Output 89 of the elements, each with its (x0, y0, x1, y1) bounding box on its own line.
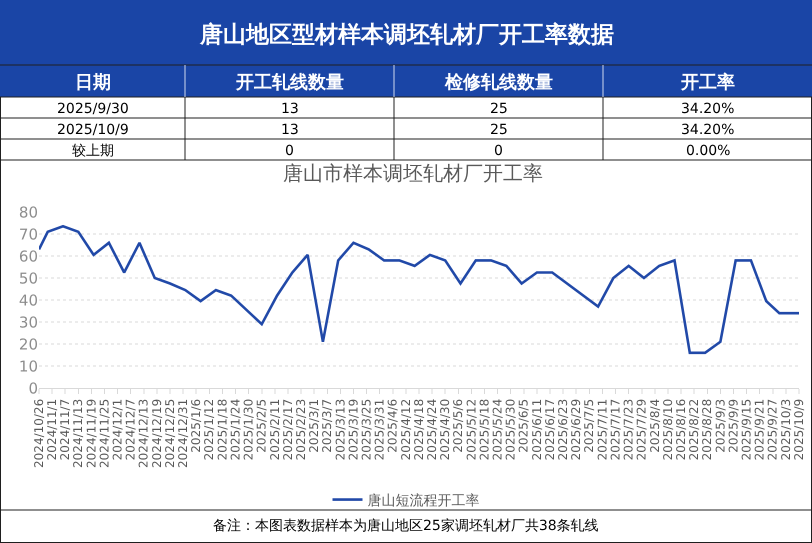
x-tick-label: 2025/4/30 (438, 398, 452, 460)
x-tick-label: 2025/6/23 (556, 398, 570, 460)
x-tick-label: 2025/8/22 (687, 398, 702, 460)
x-tick-label: 2025/2/17 (280, 398, 295, 460)
text: 34.20% (681, 101, 734, 117)
legend-label: 唐山短流程开工率 (368, 493, 480, 510)
y-tick-label: 40 (18, 291, 38, 310)
x-tick-label: 2024/11/1 (45, 398, 59, 460)
y-tick-label: 0 (28, 379, 38, 398)
x-tick-label: 2025/1/24 (228, 398, 242, 460)
x-tick-label: 2025/1/6 (189, 398, 204, 453)
y-tick-label: 10 (18, 357, 38, 376)
y-tick-label: 30 (18, 313, 38, 332)
text: 25 (490, 122, 508, 138)
x-tick-label: 2024/12/25 (162, 398, 177, 468)
x-tick-label: 2025/3/13 (333, 398, 348, 460)
x-tick-label: 2025/2/5 (254, 398, 269, 453)
x-tick-label: 2025/10/3 (778, 398, 793, 460)
x-tick-label: 2025/8/10 (660, 398, 675, 460)
chart-title: 唐山市样本调坯轧材厂开工率 (283, 161, 543, 185)
x-tick-label: 2025/1/18 (215, 398, 230, 460)
x-tick-label: 2025/5/6 (451, 398, 466, 453)
x-tick-label: 2025/4/24 (425, 398, 439, 460)
x-tick-label: 2025/2/23 (294, 398, 308, 460)
x-tick-label: 2024/12/19 (150, 398, 164, 468)
x-tick-label: 2024/11/7 (58, 398, 72, 460)
line-series (39, 225, 799, 354)
x-tick-label: 2025/7/23 (622, 398, 636, 460)
y-tick-label: 20 (18, 335, 38, 354)
x-tick-label: 2025/5/18 (477, 398, 492, 460)
x-tick-label: 2025/6/29 (569, 398, 584, 460)
x-tick-label: 2025/8/28 (700, 398, 714, 460)
category-label: 开工轧线数量 (235, 72, 344, 93)
x-tick-label: 2024/11/13 (71, 398, 86, 468)
x-tick-label: 2025/3/1 (307, 398, 322, 453)
x-tick-label: 2025/7/5 (582, 398, 596, 453)
x-tick-label: 2025/1/12 (202, 398, 216, 460)
x-tick-label: 2024/11/19 (84, 398, 98, 468)
x-tick-label: 2025/10/9 (792, 398, 806, 460)
category-label: 2025/10/9 (57, 122, 129, 138)
x-tick-label: 2025/6/5 (516, 398, 531, 453)
x-tick-label: 2025/9/9 (726, 398, 740, 453)
x-tick-label: 2025/7/11 (595, 398, 610, 460)
text: 唐山地区型材样本调坯轧材厂开工率数据 (199, 21, 614, 48)
text: 0.00% (686, 143, 730, 159)
text: 日期 (75, 72, 111, 93)
x-tick-label: 2025/2/11 (268, 398, 282, 460)
category-label: 较上期 (72, 143, 114, 159)
x-tick-label: 2025/3/31 (372, 398, 387, 460)
x-tick-label: 2024/12/31 (176, 398, 190, 468)
text: 34.20% (681, 122, 734, 138)
x-tick-label: 2025/5/12 (464, 398, 478, 460)
x-tick-label: 2025/8/16 (674, 398, 688, 460)
x-tick-label: 2025/9/21 (752, 398, 767, 460)
x-tick-label: 2024/11/25 (97, 398, 112, 468)
y-tick-label: 80 (18, 203, 38, 222)
x-tick-label: 2025/9/3 (713, 398, 728, 453)
y-tick-label: 60 (18, 247, 38, 266)
x-tick-label: 2025/6/11 (530, 398, 544, 460)
text: 13 (281, 101, 299, 117)
x-tick-label: 2024/10/26 (32, 398, 46, 468)
x-tick-label: 2025/8/4 (648, 398, 662, 453)
text: 25 (490, 101, 508, 117)
x-tick-label: 2025/3/19 (346, 398, 360, 460)
text: 13 (281, 122, 299, 138)
text: 备注：本图表数据样本为唐山地区25家调坯轧材厂共38条轧线 (213, 518, 599, 534)
category-label: 检修轧线数量 (444, 72, 553, 93)
x-tick-label: 2025/7/29 (634, 398, 649, 460)
x-tick-label: 2025/3/7 (320, 398, 334, 453)
x-tick-label: 2025/4/12 (398, 398, 413, 460)
x-tick-label: 2025/4/6 (386, 398, 400, 453)
x-tick-label: 2024/12/7 (124, 398, 138, 460)
x-tick-label: 2025/9/15 (739, 398, 754, 460)
x-tick-label: 2025/4/18 (412, 398, 426, 460)
x-tick-label: 2025/5/24 (490, 398, 505, 460)
category-label: 2025/9/30 (57, 101, 129, 117)
x-tick-label: 2025/6/17 (542, 398, 557, 460)
y-tick-label: 50 (18, 269, 38, 288)
text: 0 (285, 143, 294, 159)
x-tick-label: 2025/1/30 (242, 398, 256, 460)
x-tick-label: 2025/9/27 (766, 398, 780, 460)
category-label: 开工率 (680, 72, 735, 93)
text: 0 (494, 143, 503, 159)
x-tick-label: 2025/3/25 (359, 398, 374, 460)
x-tick-label: 2025/5/30 (504, 398, 518, 460)
y-tick-label: 70 (18, 225, 38, 244)
x-tick-label: 2025/7/17 (608, 398, 622, 460)
x-tick-label: 2024/12/13 (136, 398, 151, 468)
x-tick-label: 2024/12/1 (110, 398, 125, 460)
